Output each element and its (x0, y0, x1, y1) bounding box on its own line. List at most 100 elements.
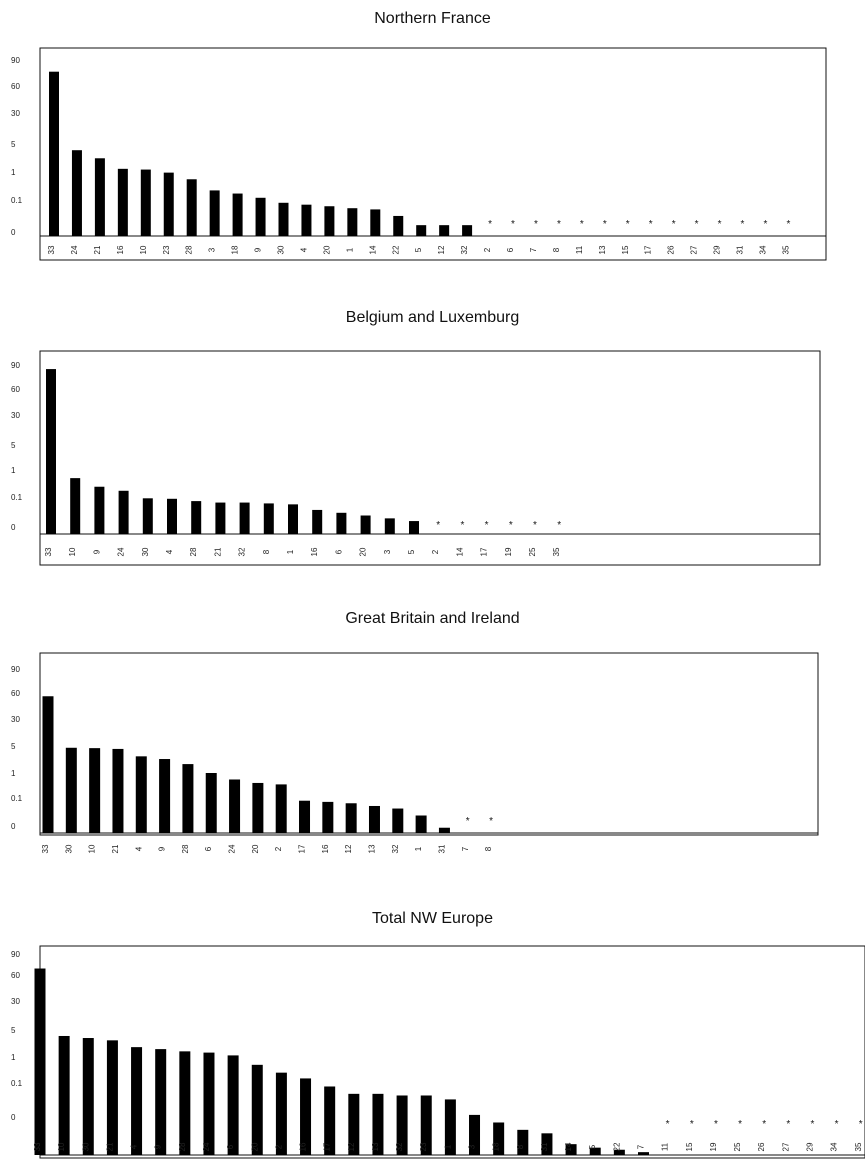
bar (638, 1152, 649, 1155)
x-tick-label: 30 (81, 1142, 90, 1151)
bar (301, 204, 312, 236)
absent-marker: * (762, 1119, 766, 1130)
x-tick-label: 23 (162, 245, 171, 254)
x-tick-label: 2 (431, 549, 440, 554)
bar (589, 1147, 601, 1155)
x-tick-label: 30 (64, 844, 73, 853)
x-tick-label: 17 (644, 245, 653, 254)
bar (420, 1095, 432, 1155)
y-tick-label: 0.1 (11, 196, 23, 205)
x-tick-label: 9 (92, 549, 101, 554)
x-tick-label: 31 (437, 844, 446, 853)
x-tick-label: 6 (334, 549, 343, 554)
absent-marker: * (714, 1119, 718, 1130)
bar (517, 1129, 529, 1155)
x-tick-label: 17 (298, 844, 307, 853)
absent-marker: * (672, 219, 676, 230)
x-tick-label: 15 (621, 245, 630, 254)
x-tick-label: 33 (33, 1142, 42, 1151)
bar (251, 1064, 263, 1155)
x-tick-label: 8 (484, 846, 493, 851)
x-tick-label: 30 (277, 245, 286, 254)
bar (112, 748, 124, 833)
bar (345, 803, 357, 833)
y-tick-label: 1 (11, 1053, 16, 1062)
bar (469, 1114, 481, 1155)
x-tick-label: 1 (414, 846, 423, 851)
absent-marker: * (580, 219, 584, 230)
bar (275, 1072, 287, 1155)
y-tick-label: 60 (11, 971, 20, 980)
y-tick-label: 0.1 (11, 1079, 23, 1088)
x-tick-label: 32 (238, 547, 247, 556)
bar (229, 779, 241, 833)
bar (278, 202, 289, 236)
bar (232, 193, 243, 236)
x-tick-label: 19 (504, 547, 513, 556)
absent-marker: * (626, 219, 630, 230)
bar (444, 1099, 456, 1155)
bar (416, 225, 427, 236)
x-tick-label: 34 (830, 1142, 839, 1151)
bar (324, 1086, 336, 1155)
absent-marker: * (436, 520, 440, 531)
bar (263, 503, 274, 534)
x-tick-label: 5 (414, 247, 423, 252)
absent-marker: * (786, 219, 790, 230)
bar (409, 521, 419, 534)
absent-marker: * (811, 1119, 815, 1130)
chart-title-belgium-luxemburg: Belgium and Luxemburg (345, 309, 520, 326)
bar (322, 801, 334, 833)
x-tick-label: 2 (274, 1144, 283, 1149)
x-tick-label: 18 (231, 245, 240, 254)
bar (179, 1051, 191, 1155)
x-tick-label: 12 (344, 844, 353, 853)
y-tick-label: 5 (11, 441, 16, 450)
x-tick-label: 20 (322, 245, 331, 254)
bar (348, 1093, 360, 1155)
bar (167, 498, 177, 534)
x-tick-label: 16 (299, 1142, 308, 1151)
x-tick-label: 28 (185, 245, 194, 254)
y-tick-label: 30 (11, 997, 20, 1006)
x-tick-label: 15 (685, 1142, 694, 1151)
x-tick-label: 34 (758, 245, 767, 254)
x-tick-label: 24 (117, 547, 126, 556)
bar (439, 225, 450, 236)
x-tick-label: 28 (181, 844, 190, 853)
x-tick-label: 5 (407, 549, 416, 554)
y-tick-label: 90 (11, 56, 20, 65)
absent-marker: * (741, 219, 745, 230)
x-tick-label: 33 (47, 245, 56, 254)
x-tick-label: 24 (70, 245, 79, 254)
x-tick-label: 13 (598, 245, 607, 254)
bar (155, 1049, 167, 1155)
absent-marker: * (718, 219, 722, 230)
x-tick-label: 24 (202, 1142, 211, 1151)
x-tick-label: 28 (178, 1142, 187, 1151)
x-tick-label: 27 (690, 245, 699, 254)
bar (288, 504, 298, 534)
bar (42, 696, 54, 833)
bar (324, 206, 335, 236)
x-tick-label: 21 (111, 844, 120, 853)
bar (205, 773, 217, 833)
y-tick-label: 60 (11, 689, 20, 698)
y-tick-label: 90 (11, 950, 20, 959)
absent-marker: * (786, 1119, 790, 1130)
bar (209, 190, 220, 236)
x-tick-label: 1 (345, 247, 354, 252)
bar (239, 502, 250, 534)
x-tick-label: 10 (57, 1142, 66, 1151)
y-tick-label: 30 (11, 411, 20, 420)
y-tick-label: 30 (11, 109, 20, 118)
x-tick-label: 3 (468, 1144, 477, 1149)
absent-marker: * (511, 219, 515, 230)
bar (82, 1038, 94, 1155)
x-tick-label: 14 (455, 547, 464, 556)
x-tick-label: 9 (154, 1144, 163, 1149)
absent-marker: * (666, 1119, 670, 1130)
absent-marker: * (557, 219, 561, 230)
x-tick-label: 11 (661, 1142, 670, 1151)
